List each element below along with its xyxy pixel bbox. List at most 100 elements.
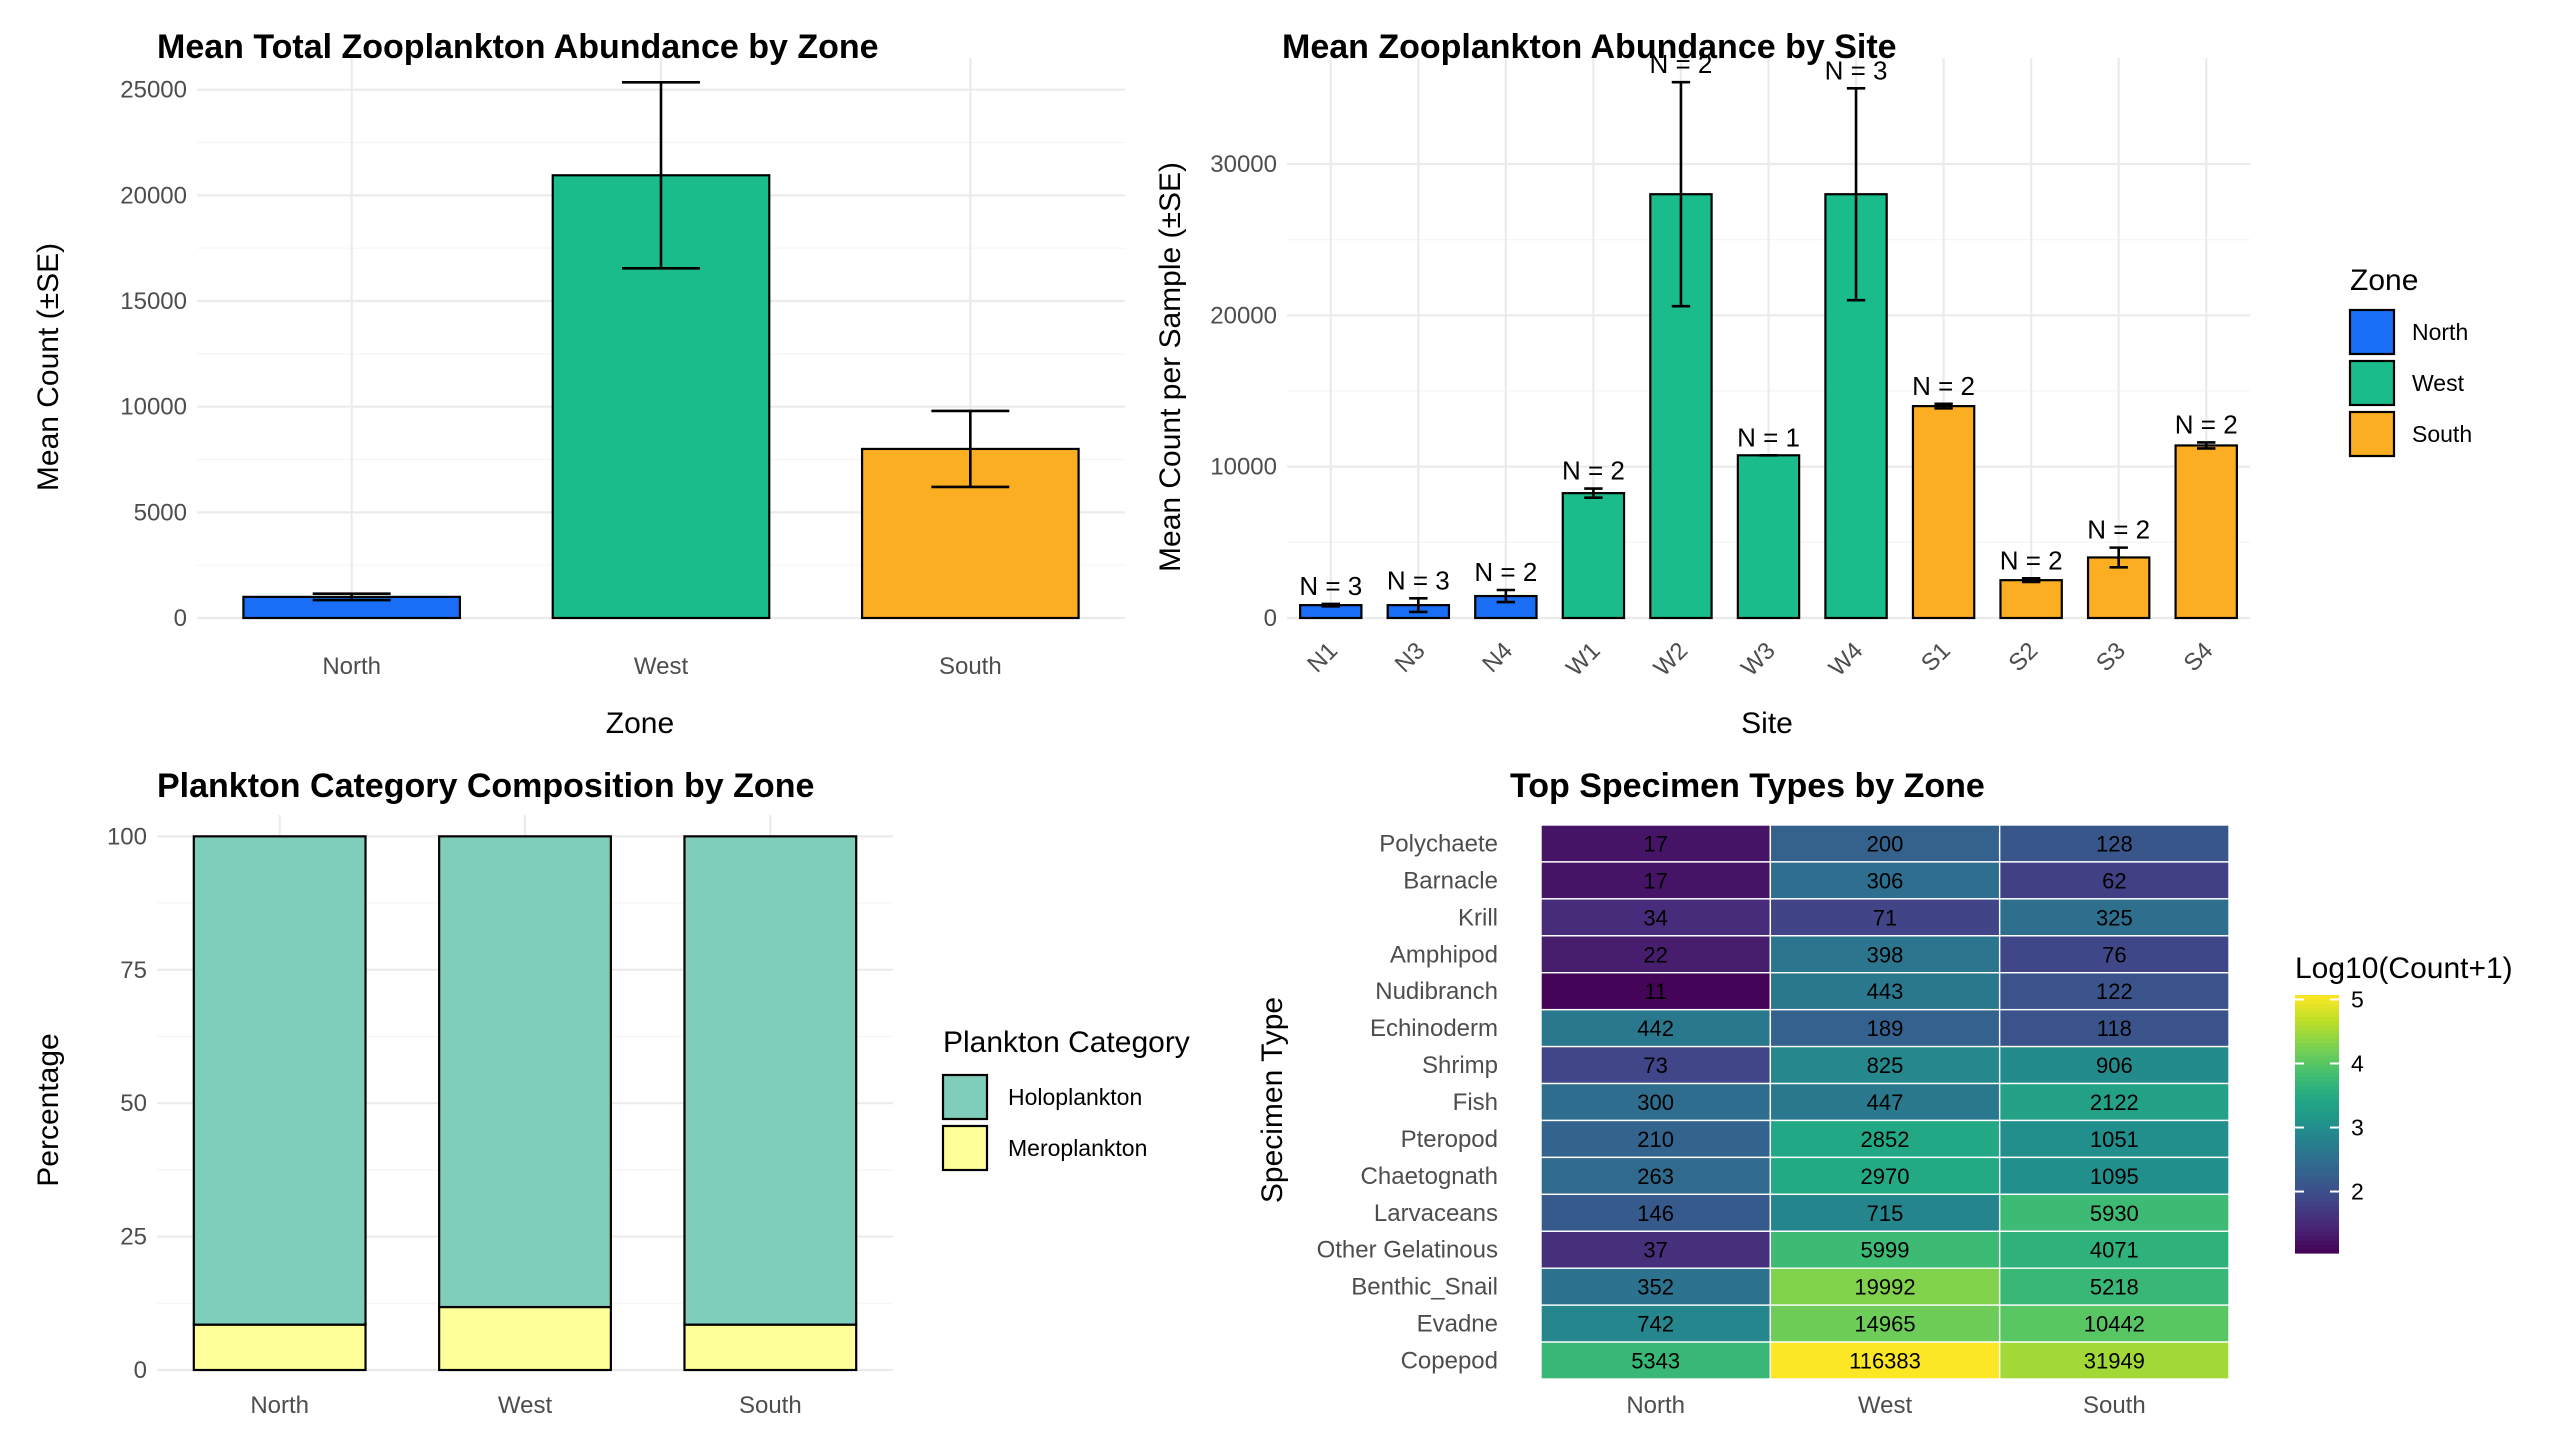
colorbar-segment [2295, 1167, 2339, 1172]
colorbar-segment [2295, 1003, 2339, 1009]
heatmap-cell [1998, 1304, 2230, 1343]
heatmap-cell-value: 398 [1867, 942, 1904, 967]
heatmap-cell-value: 325 [2096, 905, 2133, 930]
category-legend-key-meroplankton [941, 1124, 989, 1172]
heatmap-cell-value: 76 [2102, 942, 2126, 967]
heatmap-cell [1769, 1341, 2001, 1380]
site-chart-ytick: 30000 [1210, 151, 1277, 178]
heatmap-cell-value: 447 [1867, 1090, 1904, 1115]
heatmap-ticks: Polychaete Barnacle Krill Amphipod Nudibranc… [1317, 830, 2146, 1419]
zone-chart-ylabel: Mean Count (±SE) [32, 243, 65, 491]
site-chart-ticks: 0 10000 20000 30000 N1 N3 N4 W1 W2 W3 W4 S1 S2 S3 S4 [1210, 151, 2218, 682]
heatmap-cell [1998, 1008, 2230, 1048]
category-legend-label: Holoplankton [1008, 1084, 1142, 1110]
colorbar-segment [2295, 1093, 2339, 1099]
heatmap-row-label: Chaetognath [1361, 1163, 1498, 1190]
heatmap-cell [1769, 972, 2001, 1011]
zone-chart-ytick: 15000 [120, 288, 187, 315]
heatmap-ylabel: Specimen Type [1256, 997, 1289, 1203]
site-error-bar [1584, 487, 1603, 499]
zone-chart-ytick: 0 [174, 605, 187, 632]
site-error-bar [1409, 597, 1428, 614]
site-count-label: N = 3 [1387, 565, 1450, 595]
colorbar-segment [2295, 1248, 2339, 1254]
category-legend-title: Plankton Category [943, 1026, 1190, 1059]
colorbar-segment [2295, 1171, 2339, 1177]
site-chart-xtick: S4 [2179, 637, 2219, 677]
heatmap-cell [1998, 935, 2230, 974]
composition-chart-ytick: 75 [120, 957, 147, 984]
colorbar-segment [2295, 1089, 2339, 1095]
site-count-label: N = 1 [1737, 422, 1800, 452]
site-chart-xtick: S1 [1916, 637, 1956, 677]
colorbar-segment [2295, 1124, 2339, 1129]
heatmap-cell [1998, 1082, 2230, 1122]
colorbar-segment [2295, 1115, 2339, 1121]
colorbar-segment [2295, 1214, 2339, 1220]
composition-bar-meroplankton [438, 1305, 612, 1372]
composition-bar-meroplankton [683, 1323, 858, 1372]
heatmap-cell-value: 34 [1643, 905, 1667, 930]
colorbar-segment [2295, 1020, 2339, 1026]
zone-legend-label: South [2412, 421, 2472, 447]
colorbar-segment [2295, 1046, 2339, 1052]
colorbar-segment [2295, 1102, 2339, 1108]
colorbar-segment [2295, 1149, 2339, 1155]
heatmap-row-label: Benthic_Snail [1351, 1274, 1498, 1301]
heatmap-cell-value: 11 [1644, 979, 1667, 1004]
site-bar-w1 [1561, 492, 1626, 620]
composition-chart-ylabel: Percentage [32, 1033, 65, 1186]
heatmap-cell [1540, 1008, 1772, 1048]
site-error-bar [2021, 577, 2041, 584]
colorbar-segment [2295, 1063, 2339, 1069]
heatmap-cell [1998, 1193, 2230, 1232]
heatmap-row-label: Echinoderm [1370, 1015, 1498, 1042]
zone-chart-xlabel: Zone [606, 707, 674, 740]
site-error-bar [1846, 86, 1866, 302]
colorbar-segment [2295, 1016, 2339, 1022]
heatmap-row-label: Polychaete [1379, 830, 1498, 857]
zone-error-bar [312, 592, 391, 602]
colorbar-segment [2295, 1244, 2339, 1250]
category-legend: Plankton Category Holoplankton Meroplankt… [941, 1026, 1190, 1172]
site-chart-xtick: W2 [1649, 637, 1694, 682]
heatmap-row-label: Fish [1453, 1089, 1498, 1116]
colorbar-tick-label: 3 [2351, 1115, 2364, 1141]
heatmap-cell-value: 37 [1643, 1238, 1667, 1263]
zone-chart-ytick: 25000 [120, 77, 187, 104]
colorbar-segment [2295, 1128, 2339, 1134]
colorbar-segment [2295, 1068, 2339, 1073]
heatmap-column-label: South [2083, 1392, 2146, 1419]
colorbar-segment [2295, 1033, 2339, 1039]
heatmap-cell-value: 189 [1867, 1016, 1904, 1041]
colorbar-segment [2295, 995, 2339, 1000]
site-abundance-chart: Mean Zooplankton Abundance by Site N = 3… [1154, 28, 2472, 740]
heatmap-row-label: Barnacle [1403, 867, 1498, 894]
composition-bar-holoplankton [683, 835, 858, 1326]
colorbar-tick-label: 5 [2351, 986, 2364, 1012]
heatmap-cell [1769, 1008, 2001, 1048]
heatmap-cell [1769, 1045, 2001, 1085]
colorbar-segment [2295, 1141, 2339, 1147]
heatmap-cell [1540, 824, 1772, 863]
colorbar-segment [2295, 1210, 2339, 1215]
heatmap-cell-value: 14965 [1854, 1312, 1915, 1337]
composition-chart-xtick: North [250, 1392, 309, 1419]
site-chart-xlabel: Site [1741, 707, 1793, 740]
site-chart-title: Mean Zooplankton Abundance by Site [1282, 28, 1897, 66]
colorbar-tick-label: 4 [2351, 1051, 2364, 1077]
site-chart-xtick: W1 [1561, 637, 1606, 682]
heatmap-row-label: Other Gelatinous [1317, 1237, 1498, 1264]
heatmap-cell-value: 62 [2102, 868, 2126, 893]
zone-legend-key-south [2348, 410, 2396, 458]
heatmap-cell-value: 210 [1637, 1127, 1674, 1152]
log-count-legend: Log10(Count+1) 2 3 4 5 [2295, 952, 2513, 1254]
colorbar-segment [2295, 1106, 2339, 1112]
composition-chart-ytick: 50 [120, 1090, 147, 1117]
colorbar-segment [2295, 1158, 2339, 1164]
heatmap-cell-value: 19992 [1854, 1275, 1915, 1300]
colorbar-segment [2295, 1012, 2339, 1018]
heatmap-cell-value: 825 [1867, 1053, 1904, 1078]
colorbar-segment [2295, 1201, 2339, 1207]
composition-chart-xtick: West [498, 1392, 553, 1419]
